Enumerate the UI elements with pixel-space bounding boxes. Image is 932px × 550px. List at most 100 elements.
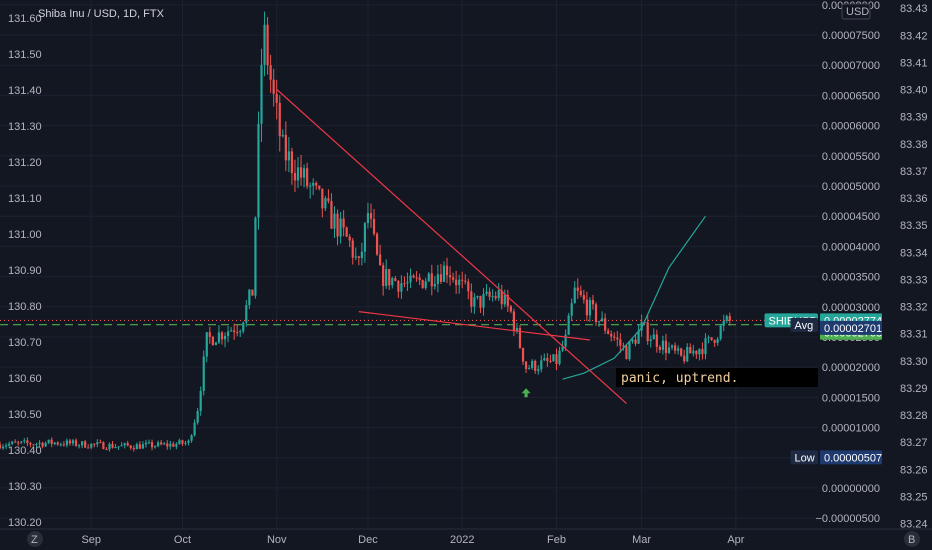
candle xyxy=(14,439,17,443)
candle xyxy=(509,304,512,314)
candle xyxy=(272,68,275,107)
right-axis-tick: 83.29 xyxy=(900,383,928,395)
time-axis-tick: Sep xyxy=(81,534,101,546)
candle xyxy=(421,279,424,289)
trendline-1[interactable] xyxy=(276,88,627,404)
candle xyxy=(722,314,725,332)
left-axis-tick: 131.40 xyxy=(8,85,42,97)
candle xyxy=(573,281,576,304)
candle xyxy=(482,288,485,316)
right-axis-tick: 83.34 xyxy=(900,247,928,259)
candle xyxy=(120,442,123,447)
candle xyxy=(558,346,561,366)
candle xyxy=(74,438,78,447)
price-axis-tick: 0.00004500 xyxy=(822,211,880,223)
candle xyxy=(701,342,704,360)
candle xyxy=(96,439,99,448)
candle xyxy=(363,221,367,263)
candle xyxy=(81,440,84,449)
candle xyxy=(369,203,373,228)
candle xyxy=(695,350,698,359)
candle xyxy=(205,332,208,363)
candle xyxy=(497,283,500,302)
price-tag-label: Low xyxy=(795,452,815,464)
candle xyxy=(50,437,53,448)
candle xyxy=(153,445,157,449)
indicator-series xyxy=(562,215,706,380)
candle xyxy=(293,159,297,193)
candle xyxy=(102,441,105,450)
candle xyxy=(594,302,598,326)
right-axis-tick: 83.24 xyxy=(900,519,928,531)
candle xyxy=(591,294,595,310)
candle xyxy=(600,311,604,322)
candle xyxy=(65,438,68,448)
candle xyxy=(71,438,75,446)
candle xyxy=(360,242,363,266)
candle xyxy=(442,261,446,283)
trendlines xyxy=(276,88,627,404)
candle xyxy=(506,289,509,312)
price-tag-value: 0.00002701 xyxy=(824,323,882,335)
candle xyxy=(345,226,348,238)
candle xyxy=(488,287,491,301)
time-axis-tick: 2022 xyxy=(450,534,474,546)
candle xyxy=(135,442,138,450)
candle xyxy=(29,441,32,448)
candle xyxy=(260,48,263,142)
candle xyxy=(470,283,473,313)
candle xyxy=(321,188,324,218)
candle xyxy=(1,444,5,451)
candle xyxy=(299,154,303,186)
price-axis-tick: 0.00007000 xyxy=(822,60,880,72)
candle xyxy=(87,444,90,449)
candle xyxy=(223,332,227,348)
currency-badge[interactable]: USD xyxy=(841,3,871,20)
right-axis-tick: 83.37 xyxy=(900,166,928,178)
candle xyxy=(77,443,81,449)
candle xyxy=(123,442,126,449)
candle xyxy=(394,275,397,282)
candle xyxy=(524,361,528,374)
candle xyxy=(114,444,117,449)
left-axis-tick: 130.90 xyxy=(8,265,42,277)
price-axis-tick: 0.00000000 xyxy=(822,483,880,495)
candle xyxy=(397,279,400,298)
right-axis-tick: 83.33 xyxy=(900,274,928,286)
candle xyxy=(62,441,65,447)
left-axis-tick: 131.30 xyxy=(8,121,42,133)
candle xyxy=(716,337,719,346)
candle xyxy=(515,322,519,334)
candle xyxy=(233,323,236,340)
auto-scale-button[interactable]: B xyxy=(904,531,920,547)
candle xyxy=(658,344,661,353)
candle xyxy=(427,272,430,282)
candle xyxy=(698,348,701,361)
candle xyxy=(637,324,640,344)
candle xyxy=(23,438,26,444)
right-axis-tick: 83.40 xyxy=(900,85,928,97)
left-axis-tick: 131.20 xyxy=(8,157,42,169)
candle xyxy=(257,111,260,230)
candle xyxy=(315,181,318,190)
candle xyxy=(692,344,695,357)
candle xyxy=(646,314,649,345)
candle xyxy=(84,439,87,449)
candle xyxy=(415,271,418,282)
candle xyxy=(351,237,354,265)
timezone-button[interactable]: Z xyxy=(27,531,43,547)
candle xyxy=(461,271,464,289)
price-axis-tick: 0.00001500 xyxy=(822,392,880,404)
candle xyxy=(579,285,582,298)
candle xyxy=(160,439,163,446)
candle xyxy=(281,129,284,138)
time-axis-tick: Nov xyxy=(267,534,287,546)
trendline-2[interactable] xyxy=(358,311,591,341)
candle xyxy=(214,341,218,346)
candle xyxy=(41,441,44,449)
annotation-box[interactable]: panic, uptrend. xyxy=(616,368,818,387)
candle xyxy=(619,333,622,353)
time-axis[interactable]: Sep Oct Nov Dec 2022 Feb Mar Apr xyxy=(81,534,744,546)
candle xyxy=(485,284,488,296)
